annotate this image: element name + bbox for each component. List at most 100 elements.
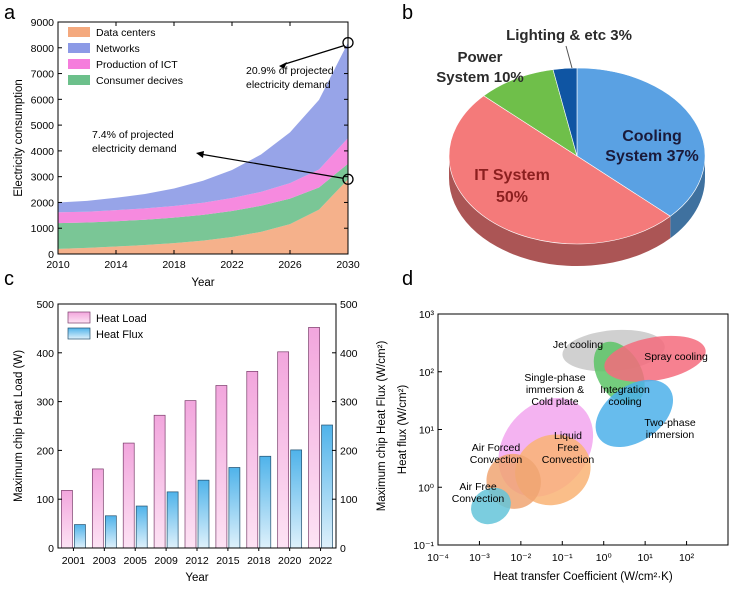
region-label: Air Free [459, 481, 497, 493]
x-tick-label: 10⁰ [596, 552, 613, 564]
bar-heat-flux [166, 491, 179, 549]
bar-heat-load [153, 414, 166, 549]
x-tick-label: 2005 [124, 555, 148, 567]
y-tick-label: 8000 [31, 43, 55, 55]
x-tick-label: 2012 [185, 555, 209, 567]
annotation-arrowhead [196, 151, 204, 158]
region-label: Jet cooling [553, 339, 603, 351]
y2-tick-label: 0 [340, 543, 346, 555]
region-label: Spray cooling [644, 351, 708, 363]
bar-heat-load [246, 370, 259, 549]
bar-heat-load [215, 385, 228, 549]
panel-d-label: d [402, 268, 413, 290]
x-tick-label: 2022 [309, 555, 333, 567]
x-tick-label: 2030 [336, 259, 360, 271]
x-tick-label: 10⁻¹ [552, 552, 573, 564]
annotation-arrowhead [279, 62, 287, 69]
region-label: Air Forced [472, 442, 521, 454]
slice-label: Cooling [622, 128, 682, 145]
x-tick-label: 2020 [278, 555, 302, 567]
slice-label: Lighting & etc 3% [506, 27, 632, 44]
bar-heat-load [308, 327, 320, 549]
chart-a-electricity: 0 1000 2000 3000 4000 5000 6000 7000 8000 9000 201… [13, 17, 360, 289]
legend-label: Networks [96, 43, 140, 55]
pie-side [670, 156, 705, 239]
chart-c-bars: 2001 2003 2005 2009 2012 2015 2018 2020 2022 0 0 10… [13, 299, 388, 584]
bar-heat-load [277, 351, 290, 549]
y-tick-label: 10⁰ [418, 482, 435, 494]
x-axis-title: Heat transfer Coefficient (W/cm²·K) [493, 571, 673, 583]
annotation-text: 7.4% of projected [92, 129, 174, 141]
pie-slice [576, 67, 706, 217]
slice-label: System 37% [605, 148, 698, 165]
y-tick-label: 4000 [31, 146, 55, 158]
legend-label: Production of ICT [96, 59, 178, 71]
y-axis-title: Electricity consumption [13, 79, 25, 197]
x-tick-label: 2026 [278, 259, 302, 271]
region-label: Free [557, 442, 579, 454]
slice-label: IT System [474, 167, 550, 184]
legend-label: Heat Load [96, 313, 147, 325]
annotation-leader [199, 153, 344, 179]
x-tick-label: 10¹ [638, 552, 654, 564]
y-tick-label: 10¹ [419, 425, 435, 437]
slice-label: System 10% [436, 69, 524, 86]
plot-frame [57, 303, 337, 549]
x-tick-label: 2003 [93, 555, 117, 567]
region-label: immersion [646, 429, 695, 441]
x-axis-title: Year [191, 277, 214, 289]
area-production-of-ict [58, 138, 348, 224]
x-tick-label: 2018 [247, 555, 271, 567]
pie-slice [483, 69, 578, 157]
legend-label: Consumer decives [96, 75, 183, 87]
annotation-text: 20.9% of projected [246, 65, 334, 77]
y-tick-label: 5000 [31, 120, 55, 132]
y-tick-label: 6000 [31, 94, 55, 106]
legend-swatch [67, 311, 91, 324]
y-tick-label: 200 [36, 445, 54, 457]
y-tick-label: 7000 [31, 69, 55, 81]
area-consumer-decives [58, 163, 348, 249]
region-label: cooling [608, 396, 641, 408]
region-label: Single-phase [524, 372, 585, 384]
x-tick-label: 2009 [154, 555, 178, 567]
x-tick-label: 10⁻⁴ [427, 552, 449, 564]
y-tick-label: 2000 [31, 197, 55, 209]
bar-heat-load [61, 490, 73, 549]
bar-heat-flux [104, 515, 117, 549]
annotation-marker [342, 36, 354, 49]
legend-swatch [68, 59, 90, 69]
annotation-marker [342, 173, 354, 185]
x-tick-label: 2022 [220, 259, 244, 271]
bar-heat-flux [228, 467, 241, 549]
annotation-leader [284, 45, 345, 65]
legend-swatch [68, 27, 90, 37]
region-label: Convection [542, 454, 595, 466]
x-tick-label: 2018 [162, 259, 186, 271]
bar-heat-flux [290, 449, 303, 549]
panel-b-label: b [402, 2, 413, 24]
bar-heat-flux [197, 479, 210, 549]
y-tick-label: 10² [419, 367, 435, 379]
x-tick-label: 2015 [216, 555, 240, 567]
bar-heat-flux [259, 455, 272, 549]
annotation-text: electricity demand [246, 79, 331, 91]
region-label: Two-phase [644, 417, 696, 429]
region-label: Cold plate [531, 396, 578, 408]
region-label: immersion & [526, 384, 584, 396]
y2-axis-title: Maximum chip Heat Flux (W/cm²) [376, 341, 388, 512]
chart-b-pie: Cooling System 37% IT System 50% Power System… [436, 27, 706, 266]
legend-swatch [68, 43, 90, 53]
y-axis-title: Maximum chip Heat Load (W) [13, 350, 25, 502]
region-label: Integration [600, 384, 650, 396]
y-tick-label: 9000 [31, 17, 55, 29]
area-networks [58, 42, 348, 213]
pie-slice [552, 67, 578, 157]
region-label: Convection [452, 493, 505, 505]
y2-tick-label: 400 [340, 348, 358, 360]
slice-label: 50% [496, 189, 528, 206]
slice-label: Power [457, 49, 502, 66]
y-axis-title: Heat flux (W/cm²) [397, 385, 409, 475]
x-tick-label: 2014 [104, 259, 128, 271]
x-tick-label: 2001 [62, 555, 86, 567]
